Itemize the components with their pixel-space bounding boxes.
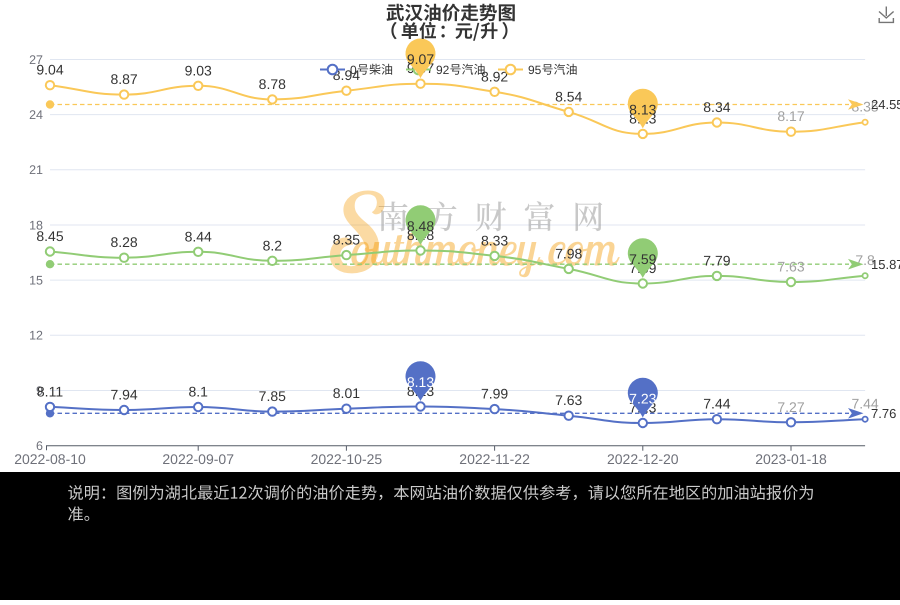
svg-text:7.59: 7.59 <box>629 251 656 267</box>
svg-text:7.44: 7.44 <box>703 396 730 412</box>
svg-text:9.03: 9.03 <box>185 62 212 78</box>
svg-text:8.28: 8.28 <box>110 234 137 250</box>
svg-text:8.48: 8.48 <box>407 218 434 234</box>
svg-text:9: 9 <box>36 384 43 398</box>
svg-text:7.98: 7.98 <box>555 245 582 261</box>
svg-text:24.55: 24.55 <box>871 97 900 112</box>
svg-text:7.23: 7.23 <box>629 391 656 407</box>
svg-text:8.92: 8.92 <box>481 68 508 84</box>
svg-text:2022-09-07: 2022-09-07 <box>162 451 234 467</box>
svg-text:7.63: 7.63 <box>777 259 804 275</box>
svg-text:8.13: 8.13 <box>407 374 434 390</box>
svg-text:7.44: 7.44 <box>851 396 878 412</box>
svg-text:7.76: 7.76 <box>871 406 896 421</box>
svg-text:2023-01-18: 2023-01-18 <box>755 451 827 467</box>
svg-text:12: 12 <box>29 329 43 343</box>
svg-text:7.94: 7.94 <box>110 387 137 403</box>
svg-text:7.85: 7.85 <box>259 388 286 404</box>
svg-text:24: 24 <box>29 108 43 122</box>
svg-text:92: 92 <box>436 63 450 77</box>
svg-text:8.45: 8.45 <box>36 228 63 244</box>
svg-text:8.44: 8.44 <box>185 228 212 244</box>
svg-text:2022-11-22: 2022-11-22 <box>459 451 530 467</box>
svg-text:2022-12-20: 2022-12-20 <box>607 451 679 467</box>
svg-text:15.87: 15.87 <box>871 257 900 272</box>
svg-text:27: 27 <box>29 53 43 67</box>
svg-text:8.87: 8.87 <box>110 71 137 87</box>
svg-text:7.27: 7.27 <box>777 399 804 415</box>
svg-text:8.17: 8.17 <box>777 108 804 124</box>
svg-text:15: 15 <box>29 273 43 287</box>
svg-text:8.11: 8.11 <box>37 383 63 399</box>
svg-text:8.1: 8.1 <box>188 384 208 400</box>
svg-text:9.07: 9.07 <box>407 51 434 67</box>
svg-text:2022-08-10: 2022-08-10 <box>14 451 86 467</box>
svg-text:8.34: 8.34 <box>703 99 730 115</box>
svg-text:8.33: 8.33 <box>481 232 508 248</box>
svg-text:8.35: 8.35 <box>851 99 878 115</box>
svg-text:18: 18 <box>29 218 43 232</box>
svg-text:8.78: 8.78 <box>259 76 286 92</box>
svg-text:8.2: 8.2 <box>263 237 283 253</box>
svg-text:6: 6 <box>36 439 43 453</box>
svg-text:7.63: 7.63 <box>555 392 582 408</box>
svg-text:8.01: 8.01 <box>333 385 360 401</box>
svg-text:8.54: 8.54 <box>555 88 582 104</box>
svg-text:95: 95 <box>528 63 542 77</box>
svg-text:8.94: 8.94 <box>333 67 360 83</box>
svg-text:2022-10-25: 2022-10-25 <box>311 451 383 467</box>
svg-text:9.04: 9.04 <box>36 62 63 78</box>
svg-text:0: 0 <box>350 63 357 77</box>
svg-text:7.79: 7.79 <box>703 252 730 268</box>
svg-text:7.99: 7.99 <box>481 386 508 402</box>
svg-text:8.13: 8.13 <box>629 101 656 117</box>
svg-text:21: 21 <box>29 163 43 177</box>
svg-text:8.35: 8.35 <box>333 232 360 248</box>
